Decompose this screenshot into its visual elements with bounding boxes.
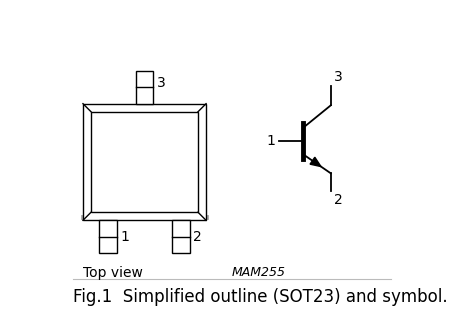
Text: 1: 1 bbox=[266, 134, 275, 148]
Text: 3: 3 bbox=[156, 75, 165, 90]
Text: Top view: Top view bbox=[83, 266, 143, 280]
Text: MAM255: MAM255 bbox=[232, 266, 285, 279]
Bar bbox=[135, 71, 153, 104]
Text: 2: 2 bbox=[333, 193, 342, 207]
Text: 3: 3 bbox=[333, 70, 342, 84]
Bar bbox=[83, 104, 206, 220]
Bar bbox=[91, 112, 198, 212]
Polygon shape bbox=[309, 157, 320, 167]
Text: 2: 2 bbox=[193, 229, 201, 244]
Bar bbox=[172, 220, 189, 253]
Bar bbox=[99, 220, 117, 253]
Text: 1: 1 bbox=[120, 229, 129, 244]
Text: Fig.1  Simplified outline (SOT23) and symbol.: Fig.1 Simplified outline (SOT23) and sym… bbox=[73, 288, 447, 307]
